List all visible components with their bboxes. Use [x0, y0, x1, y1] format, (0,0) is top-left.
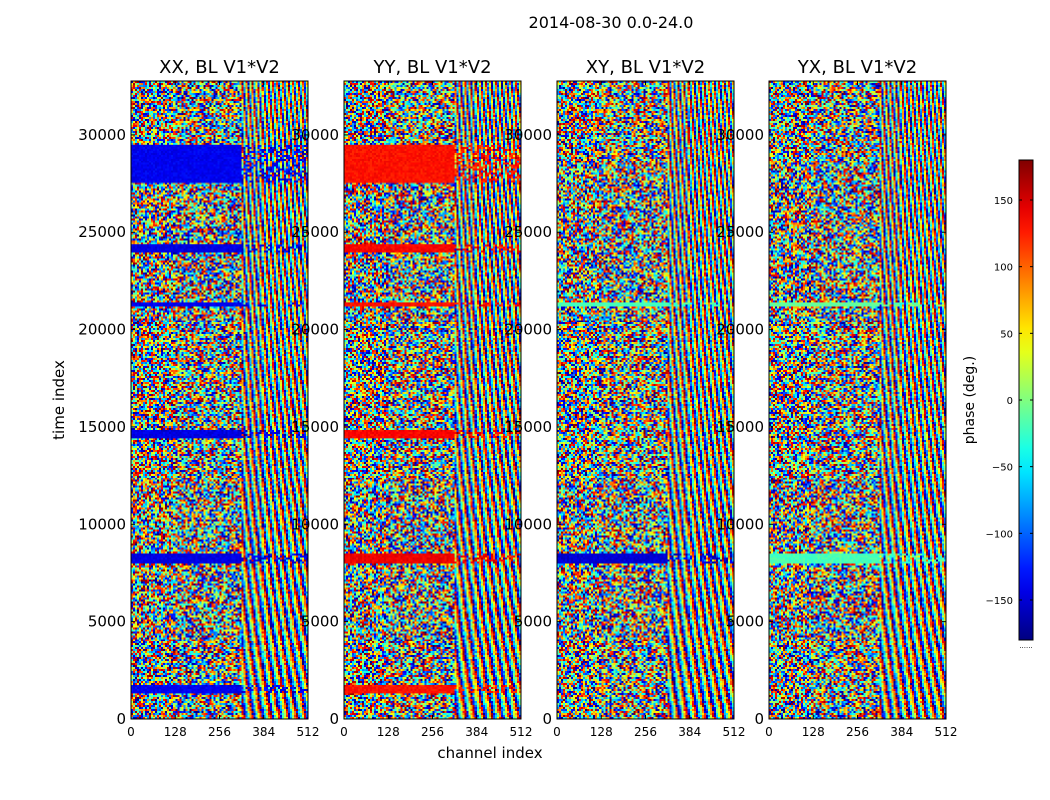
colorbar-tick-label: −150 — [986, 596, 1013, 607]
panel-2: XY, BL V1*V2 0 128 256 384 512 0 5000 10000 15000… — [504, 57, 745, 739]
x-tick-label: 128 — [377, 725, 400, 739]
x-tick-label: 128 — [802, 725, 825, 739]
y-tick-label: 10000 — [78, 515, 126, 533]
y-tick-label: 20000 — [504, 321, 552, 339]
panel-title: YY, BL V1*V2 — [372, 57, 491, 78]
y-tick-label: 0 — [542, 710, 552, 728]
x-tick-label: 384 — [890, 725, 913, 739]
y-tick-label: 0 — [329, 710, 339, 728]
heatmap-image — [557, 81, 734, 719]
x-tick-label: 256 — [208, 725, 231, 739]
y-axis-label: time index — [50, 360, 68, 440]
colorbar-tick-label: −50 — [992, 463, 1013, 474]
x-tick-label: 128 — [164, 725, 187, 739]
phase-band — [769, 302, 880, 307]
phase-band — [131, 553, 242, 564]
panel-title: XX, BL V1*V2 — [159, 57, 280, 78]
x-tick-label: 512 — [935, 725, 958, 739]
phase-band — [344, 302, 455, 307]
phase-band — [344, 243, 455, 252]
y-tick-label: 20000 — [78, 321, 126, 339]
colorbar-tick-label: 150 — [994, 196, 1013, 207]
x-tick-label: 256 — [421, 725, 444, 739]
y-tick-label: 30000 — [504, 126, 552, 144]
colorbar-footer: ...... — [1019, 642, 1032, 650]
y-tick-label: 10000 — [291, 515, 339, 533]
y-tick-label: 10000 — [504, 515, 552, 533]
y-tick-label: 5000 — [514, 613, 552, 631]
x-tick-label: 128 — [590, 725, 613, 739]
phase-band — [131, 430, 242, 439]
x-tick-label: 256 — [846, 725, 869, 739]
x-axis-label: channel index — [437, 744, 542, 762]
y-tick-label: 15000 — [504, 418, 552, 436]
x-tick-label: 512 — [510, 725, 533, 739]
x-tick-label: 384 — [465, 725, 488, 739]
colorbar-tick-label: 100 — [994, 263, 1013, 274]
colorbar-tick-label: 50 — [1000, 329, 1013, 340]
heatmap-image — [131, 81, 308, 719]
phase-band — [131, 302, 242, 307]
y-tick-label: 10000 — [716, 515, 764, 533]
x-tick-label: 512 — [723, 725, 746, 739]
y-tick-label: 30000 — [291, 126, 339, 144]
y-tick-label: 20000 — [716, 321, 764, 339]
y-tick-label: 20000 — [291, 321, 339, 339]
phase-band — [557, 302, 668, 307]
x-tick-label: 0 — [765, 725, 773, 739]
y-tick-label: 25000 — [78, 223, 126, 241]
figure-title: 2014-08-30 0.0-24.0 — [529, 13, 694, 32]
y-tick-label: 15000 — [716, 418, 764, 436]
heatmap-image — [769, 81, 946, 719]
phase-band — [769, 553, 880, 564]
x-tick-label: 0 — [127, 725, 135, 739]
phase-band — [557, 553, 668, 564]
colorbar-tick-label: −100 — [986, 529, 1013, 540]
colorbar-tick-label: 0 — [1007, 396, 1013, 407]
phase-band — [131, 685, 242, 694]
x-tick-label: 384 — [678, 725, 701, 739]
panels-group: XX, BL V1*V2 0 128 256 384 512 0 5000 10000 15000… — [78, 57, 957, 739]
y-tick-label: 0 — [116, 710, 126, 728]
y-tick-label: 5000 — [88, 613, 126, 631]
panel-1: YY, BL V1*V2 0 128 256 384 512 0 5000 10000 15000… — [291, 57, 532, 739]
x-tick-label: 384 — [252, 725, 275, 739]
phase-band — [344, 144, 455, 184]
phase-band — [344, 553, 455, 564]
colorbar-label: phase (deg.) — [962, 356, 978, 444]
panel-title: XY, BL V1*V2 — [586, 57, 705, 78]
colorbar: 150 100 50 0 −50 −100 −150 phase (deg.)...... — [962, 159, 1034, 650]
y-tick-label: 25000 — [716, 223, 764, 241]
panel-0: XX, BL V1*V2 0 128 256 384 512 0 5000 10000 15000… — [78, 57, 319, 739]
panel-title: YX, BL V1*V2 — [797, 57, 917, 78]
y-tick-label: 25000 — [291, 223, 339, 241]
y-tick-label: 5000 — [726, 613, 764, 631]
y-tick-label: 15000 — [78, 418, 126, 436]
y-tick-label: 25000 — [504, 223, 552, 241]
phase-band — [131, 243, 242, 252]
y-tick-label: 30000 — [78, 126, 126, 144]
phase-band — [131, 144, 242, 184]
y-tick-label: 5000 — [301, 613, 339, 631]
panel-3: YX, BL V1*V2 0 128 256 384 512 0 5000 10000 15000… — [716, 57, 957, 739]
y-tick-label: 30000 — [716, 126, 764, 144]
x-tick-label: 0 — [553, 725, 561, 739]
y-tick-label: 0 — [754, 710, 764, 728]
x-tick-label: 0 — [340, 725, 348, 739]
heatmap-image — [344, 81, 521, 719]
phase-band — [344, 430, 455, 439]
phase-band — [344, 685, 455, 694]
x-tick-label: 256 — [634, 725, 657, 739]
x-tick-label: 512 — [297, 725, 320, 739]
y-tick-label: 15000 — [291, 418, 339, 436]
